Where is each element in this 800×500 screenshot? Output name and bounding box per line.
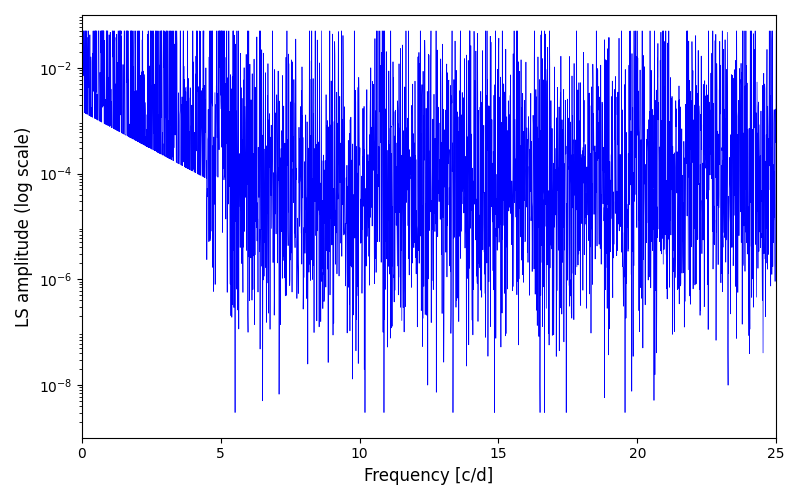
X-axis label: Frequency [c/d]: Frequency [c/d]	[364, 467, 494, 485]
Y-axis label: LS amplitude (log scale): LS amplitude (log scale)	[15, 126, 33, 326]
